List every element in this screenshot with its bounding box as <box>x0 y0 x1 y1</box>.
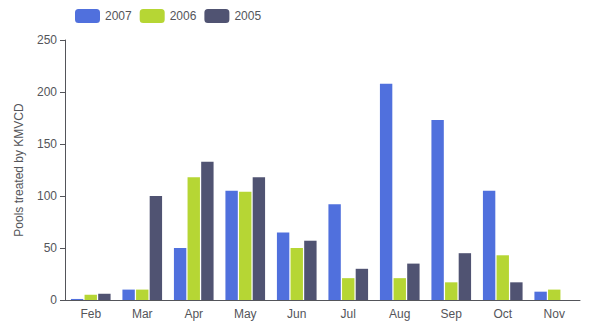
svg-text:2005: 2005 <box>234 9 261 23</box>
svg-text:Oct: Oct <box>493 307 512 321</box>
svg-text:Jun: Jun <box>287 307 306 321</box>
svg-text:0: 0 <box>50 293 57 307</box>
svg-text:150: 150 <box>37 137 57 151</box>
svg-text:2006: 2006 <box>170 9 197 23</box>
svg-text:Pools treated by KMVCD: Pools treated by KMVCD <box>12 103 26 237</box>
svg-text:Apr: Apr <box>184 307 203 321</box>
svg-text:2007: 2007 <box>105 9 132 23</box>
svg-text:50: 50 <box>44 241 58 255</box>
svg-text:Nov: Nov <box>544 307 565 321</box>
svg-text:Feb: Feb <box>80 307 101 321</box>
svg-text:100: 100 <box>37 189 57 203</box>
svg-text:Aug: Aug <box>389 307 410 321</box>
svg-text:Mar: Mar <box>132 307 153 321</box>
svg-text:200: 200 <box>37 85 57 99</box>
svg-text:May: May <box>234 307 257 321</box>
svg-text:Jul: Jul <box>341 307 356 321</box>
svg-text:250: 250 <box>37 33 57 47</box>
svg-text:Sep: Sep <box>441 307 463 321</box>
